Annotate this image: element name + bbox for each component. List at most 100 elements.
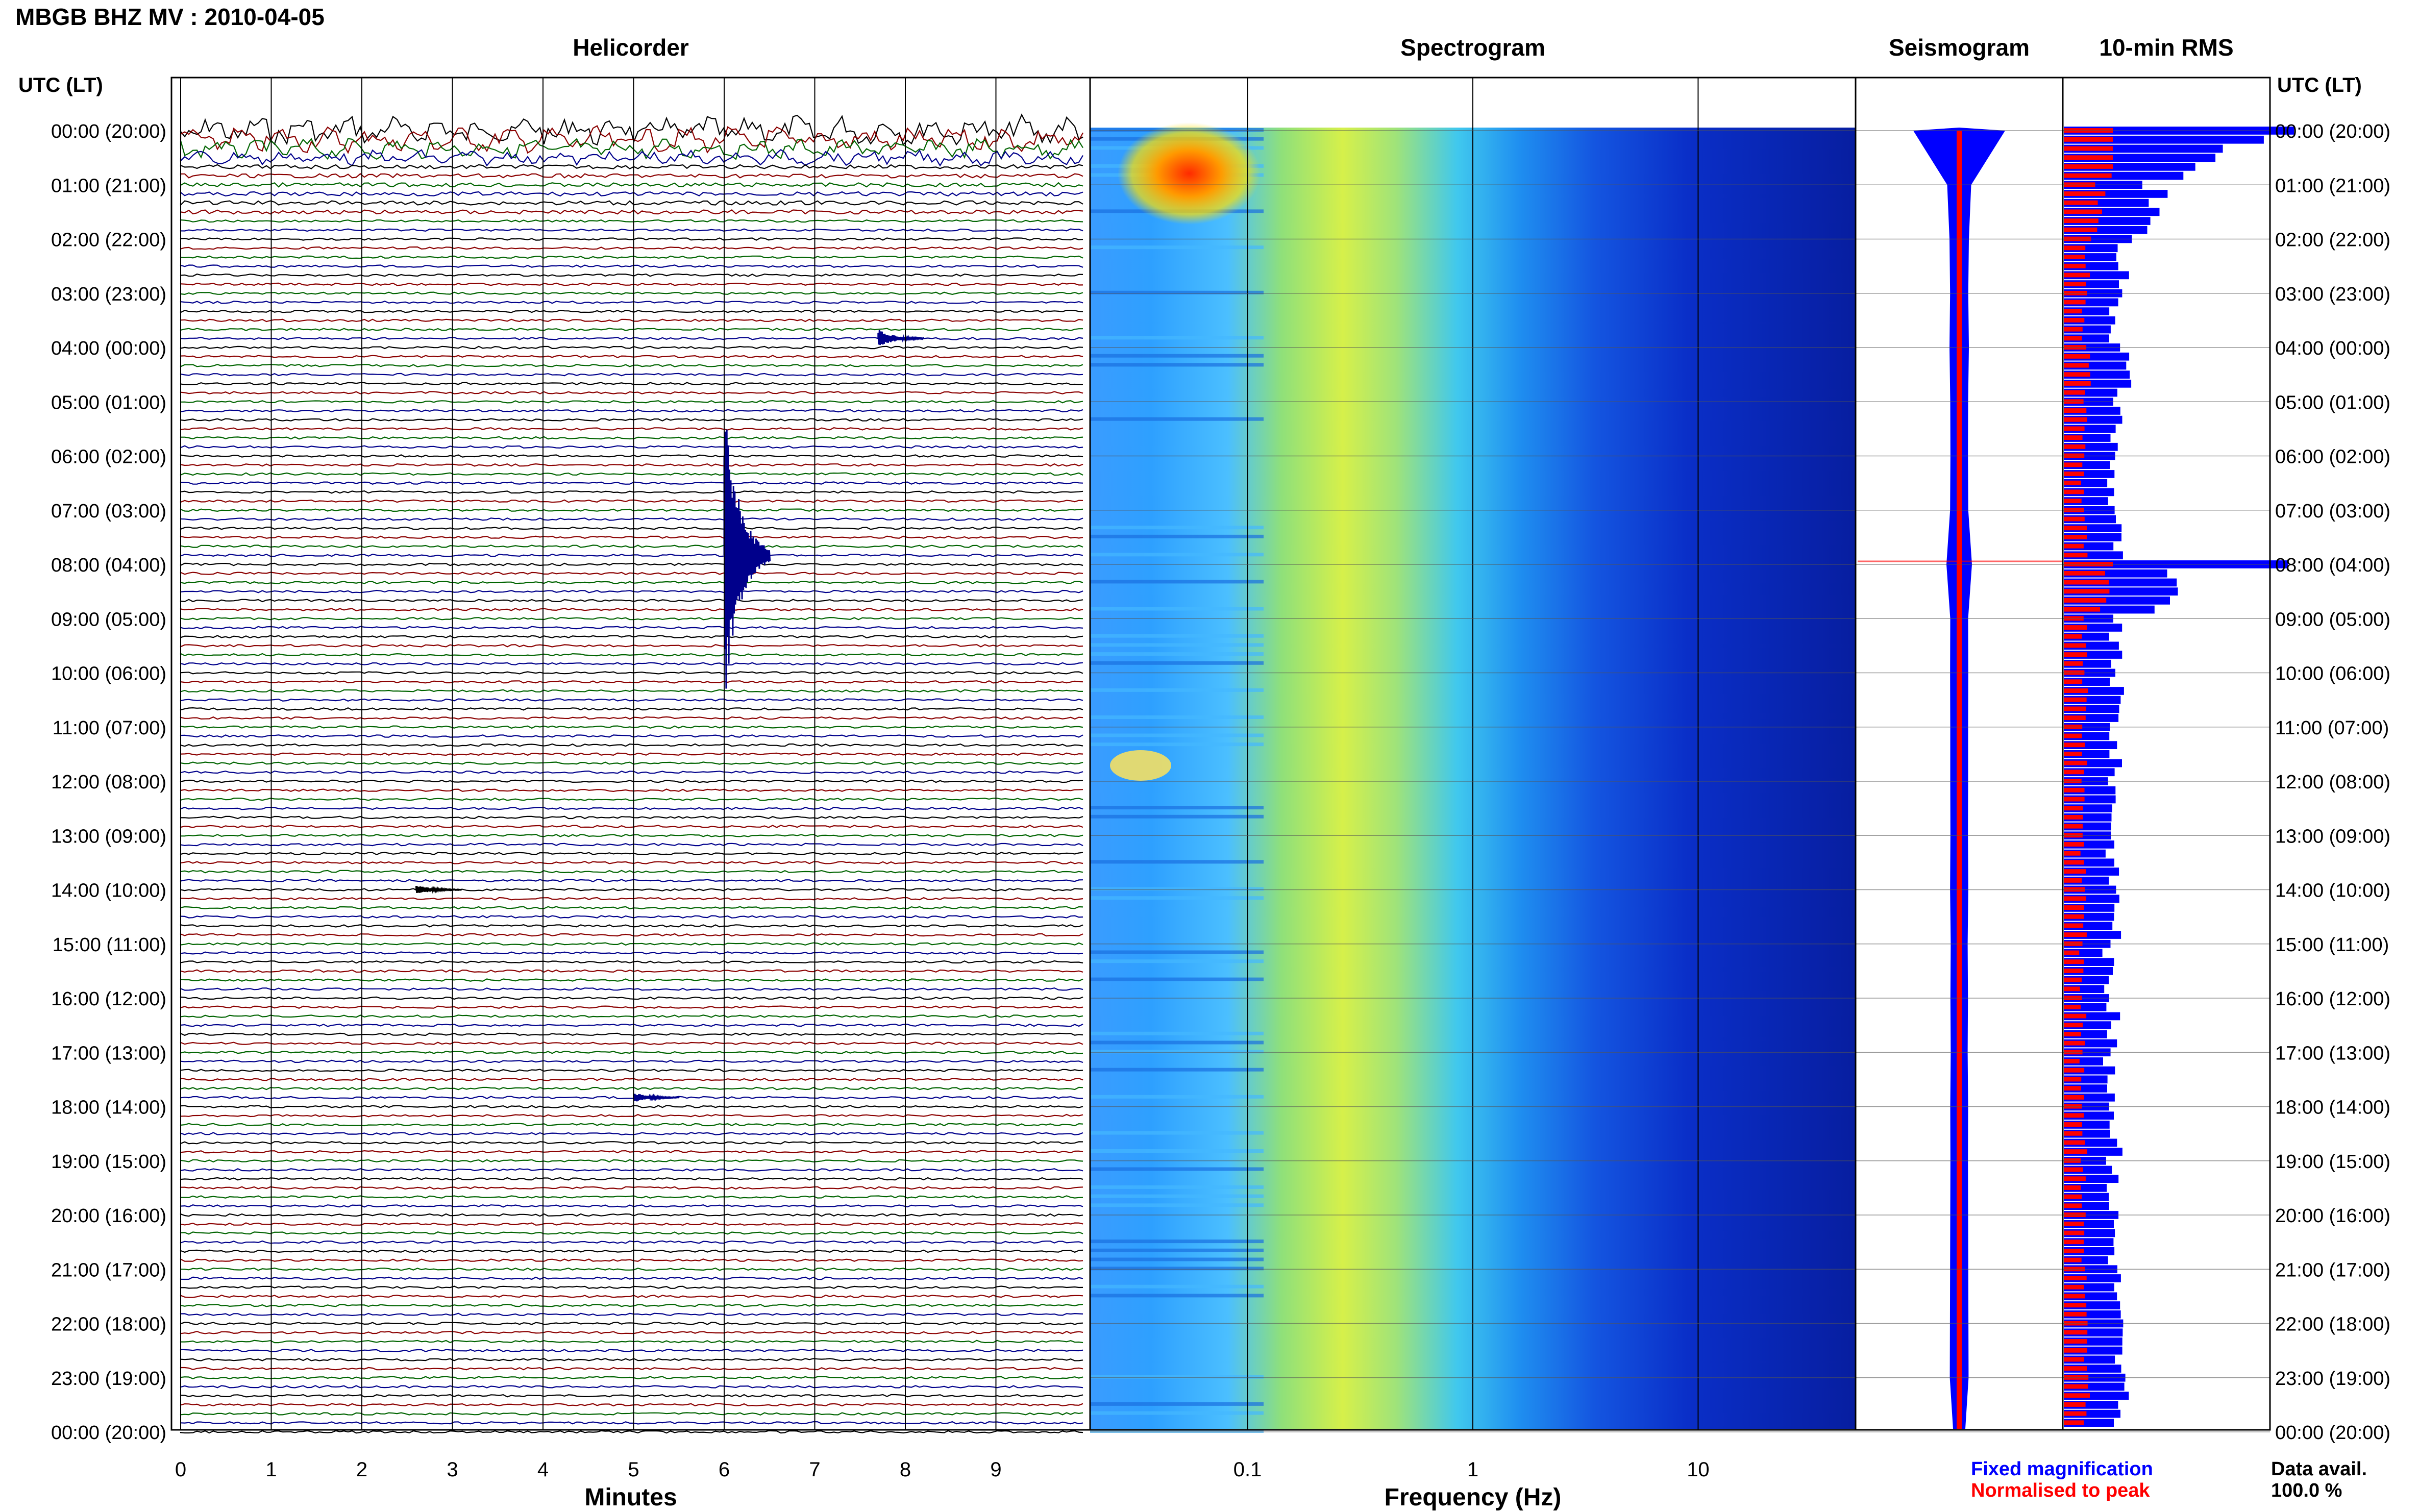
helicorder-trace — [180, 915, 1083, 919]
rms-bar-normalised — [2064, 426, 2085, 431]
helicorder-trace — [180, 1204, 1083, 1208]
rms-bar-normalised — [2064, 1384, 2088, 1389]
utc-label-right: 12:00 (08:00) — [2275, 772, 2390, 793]
helicorder-trace — [180, 1403, 1083, 1407]
spectrogram-stripe — [1090, 1149, 1264, 1153]
utc-label-right: 09:00 (05:00) — [2275, 609, 2390, 630]
helicorder-trace — [180, 1069, 1083, 1072]
helicorder-trace — [180, 815, 1083, 820]
helicorder-trace — [180, 861, 1083, 864]
seismogram-panel — [1858, 128, 2062, 1429]
helicorder-trace — [180, 1141, 1083, 1145]
helicorder-trace — [180, 933, 1083, 937]
utc-label-left: 10:00 (06:00) — [51, 663, 166, 685]
helicorder-trace — [180, 125, 1083, 154]
rms-bar-normalised — [2064, 408, 2087, 413]
rms-bar-normalised — [2064, 742, 2085, 748]
helicorder-trace — [180, 1357, 1083, 1361]
rms-bar-normalised — [2064, 444, 2086, 449]
helicorder-trace — [180, 842, 1083, 847]
minutes-tick-label: 1 — [265, 1458, 277, 1481]
spectrogram-stripe — [1090, 1411, 1264, 1415]
helicorder-trace — [180, 662, 1083, 666]
rms-bar-normalised — [2064, 155, 2113, 160]
minutes-tick-label: 2 — [356, 1458, 367, 1481]
rms-bar-normalised — [2064, 435, 2083, 440]
utc-label-left: 11:00 (07:00) — [53, 717, 166, 739]
utc-label-right: 05:00 (01:00) — [2275, 392, 2390, 413]
spectrogram-stripe — [1090, 896, 1264, 900]
helicorder-trace — [180, 1385, 1083, 1389]
rms-bar-normalised — [2064, 1131, 2083, 1136]
helicorder-trace — [180, 825, 1083, 828]
helicorder-trace — [180, 318, 1083, 323]
rms-bar-normalised — [2064, 977, 2082, 982]
rms-bar-normalised — [2064, 472, 2084, 476]
helicorder-trace — [180, 1231, 1083, 1235]
helicorder-trace — [180, 373, 1083, 377]
rms-bar-normalised — [2064, 969, 2084, 973]
helicorder-trace — [180, 1123, 1083, 1127]
rms-bar-normalised — [2064, 1032, 2081, 1036]
helicorder-trace — [180, 996, 1083, 1000]
helicorder-trace — [180, 182, 1083, 188]
minutes-tick-label: 5 — [628, 1458, 639, 1481]
helicorder-trace — [180, 282, 1083, 286]
rms-bar-normalised — [2064, 1257, 2082, 1262]
rms-bar-normalised — [2064, 354, 2090, 359]
spectrogram-stripe — [1090, 1402, 1264, 1406]
utc-label-right: 11:00 (07:00) — [2275, 717, 2389, 739]
helicorder-trace — [180, 113, 1083, 146]
helicorder-trace — [180, 698, 1083, 702]
rms-bar-normalised — [2064, 851, 2081, 856]
spectrogram-stripe — [1090, 363, 1264, 367]
helicorder-trace — [180, 562, 1083, 566]
rms-bar-normalised — [2064, 535, 2087, 539]
rms-bar-normalised — [2064, 760, 2087, 765]
rms-bar-normalised — [2064, 1059, 2080, 1063]
helicorder-trace — [180, 328, 1083, 332]
helicorder-trace — [180, 716, 1083, 720]
rms-bar-normalised — [2064, 1149, 2087, 1154]
spectrogram-stripe — [1090, 1375, 1264, 1379]
utc-label-right: 19:00 (15:00) — [2275, 1151, 2390, 1173]
helicorder-trace — [180, 1096, 1083, 1100]
helicorder-trace — [180, 1430, 1083, 1434]
utc-labels-right: 00:00 (20:00) 01:00 (21:00) 02:00 (22:00) 0… — [2275, 121, 2390, 1444]
rms-bars — [2064, 127, 2294, 1427]
rms-bar-normalised — [2064, 860, 2084, 865]
rms-bar-normalised — [2064, 372, 2090, 377]
helicorder-trace — [180, 499, 1083, 503]
spectrogram-stripe — [1090, 534, 1264, 538]
helicorder-trace — [180, 581, 1083, 584]
helicorder-trace — [180, 517, 1083, 521]
helicorder-trace — [180, 1267, 1083, 1271]
utc-label-right: 02:00 (22:00) — [2275, 230, 2390, 251]
rms-bar-normalised — [2064, 1330, 2088, 1335]
rms-bar-normalised — [2064, 625, 2087, 630]
rms-bar-normalised — [2064, 733, 2082, 738]
helicorder-trace — [180, 671, 1083, 675]
helicorder-trace — [180, 1258, 1083, 1262]
utc-label-right: 10:00 (06:00) — [2275, 663, 2390, 685]
rms-bar-normalised — [2064, 986, 2080, 992]
helicorder-trace — [180, 626, 1083, 630]
helicorder-trace — [180, 806, 1083, 810]
rms-bar-normalised — [2064, 652, 2087, 657]
helicorder-trace — [180, 191, 1083, 197]
spectrogram-stripe — [1090, 715, 1264, 719]
utc-label-right: 07:00 (03:00) — [2275, 501, 2390, 522]
rms-bar-normalised — [2064, 896, 2086, 901]
helicorder-trace — [180, 138, 1083, 160]
helicorder-trace — [180, 616, 1083, 621]
spectrogram-stripe — [1090, 661, 1264, 665]
helicorder-trace — [180, 1213, 1083, 1217]
rms-bar-normalised — [2064, 553, 2088, 558]
rms-bar-normalised — [2064, 679, 2083, 684]
rms-bar-normalised — [2064, 1411, 2087, 1416]
spectrogram-stripe — [1090, 1257, 1264, 1261]
utc-label-left: 14:00 (10:00) — [51, 880, 166, 902]
helicorder-trace — [180, 463, 1083, 467]
helicorder-trace — [180, 364, 1083, 368]
helicorder-trace — [180, 833, 1083, 837]
